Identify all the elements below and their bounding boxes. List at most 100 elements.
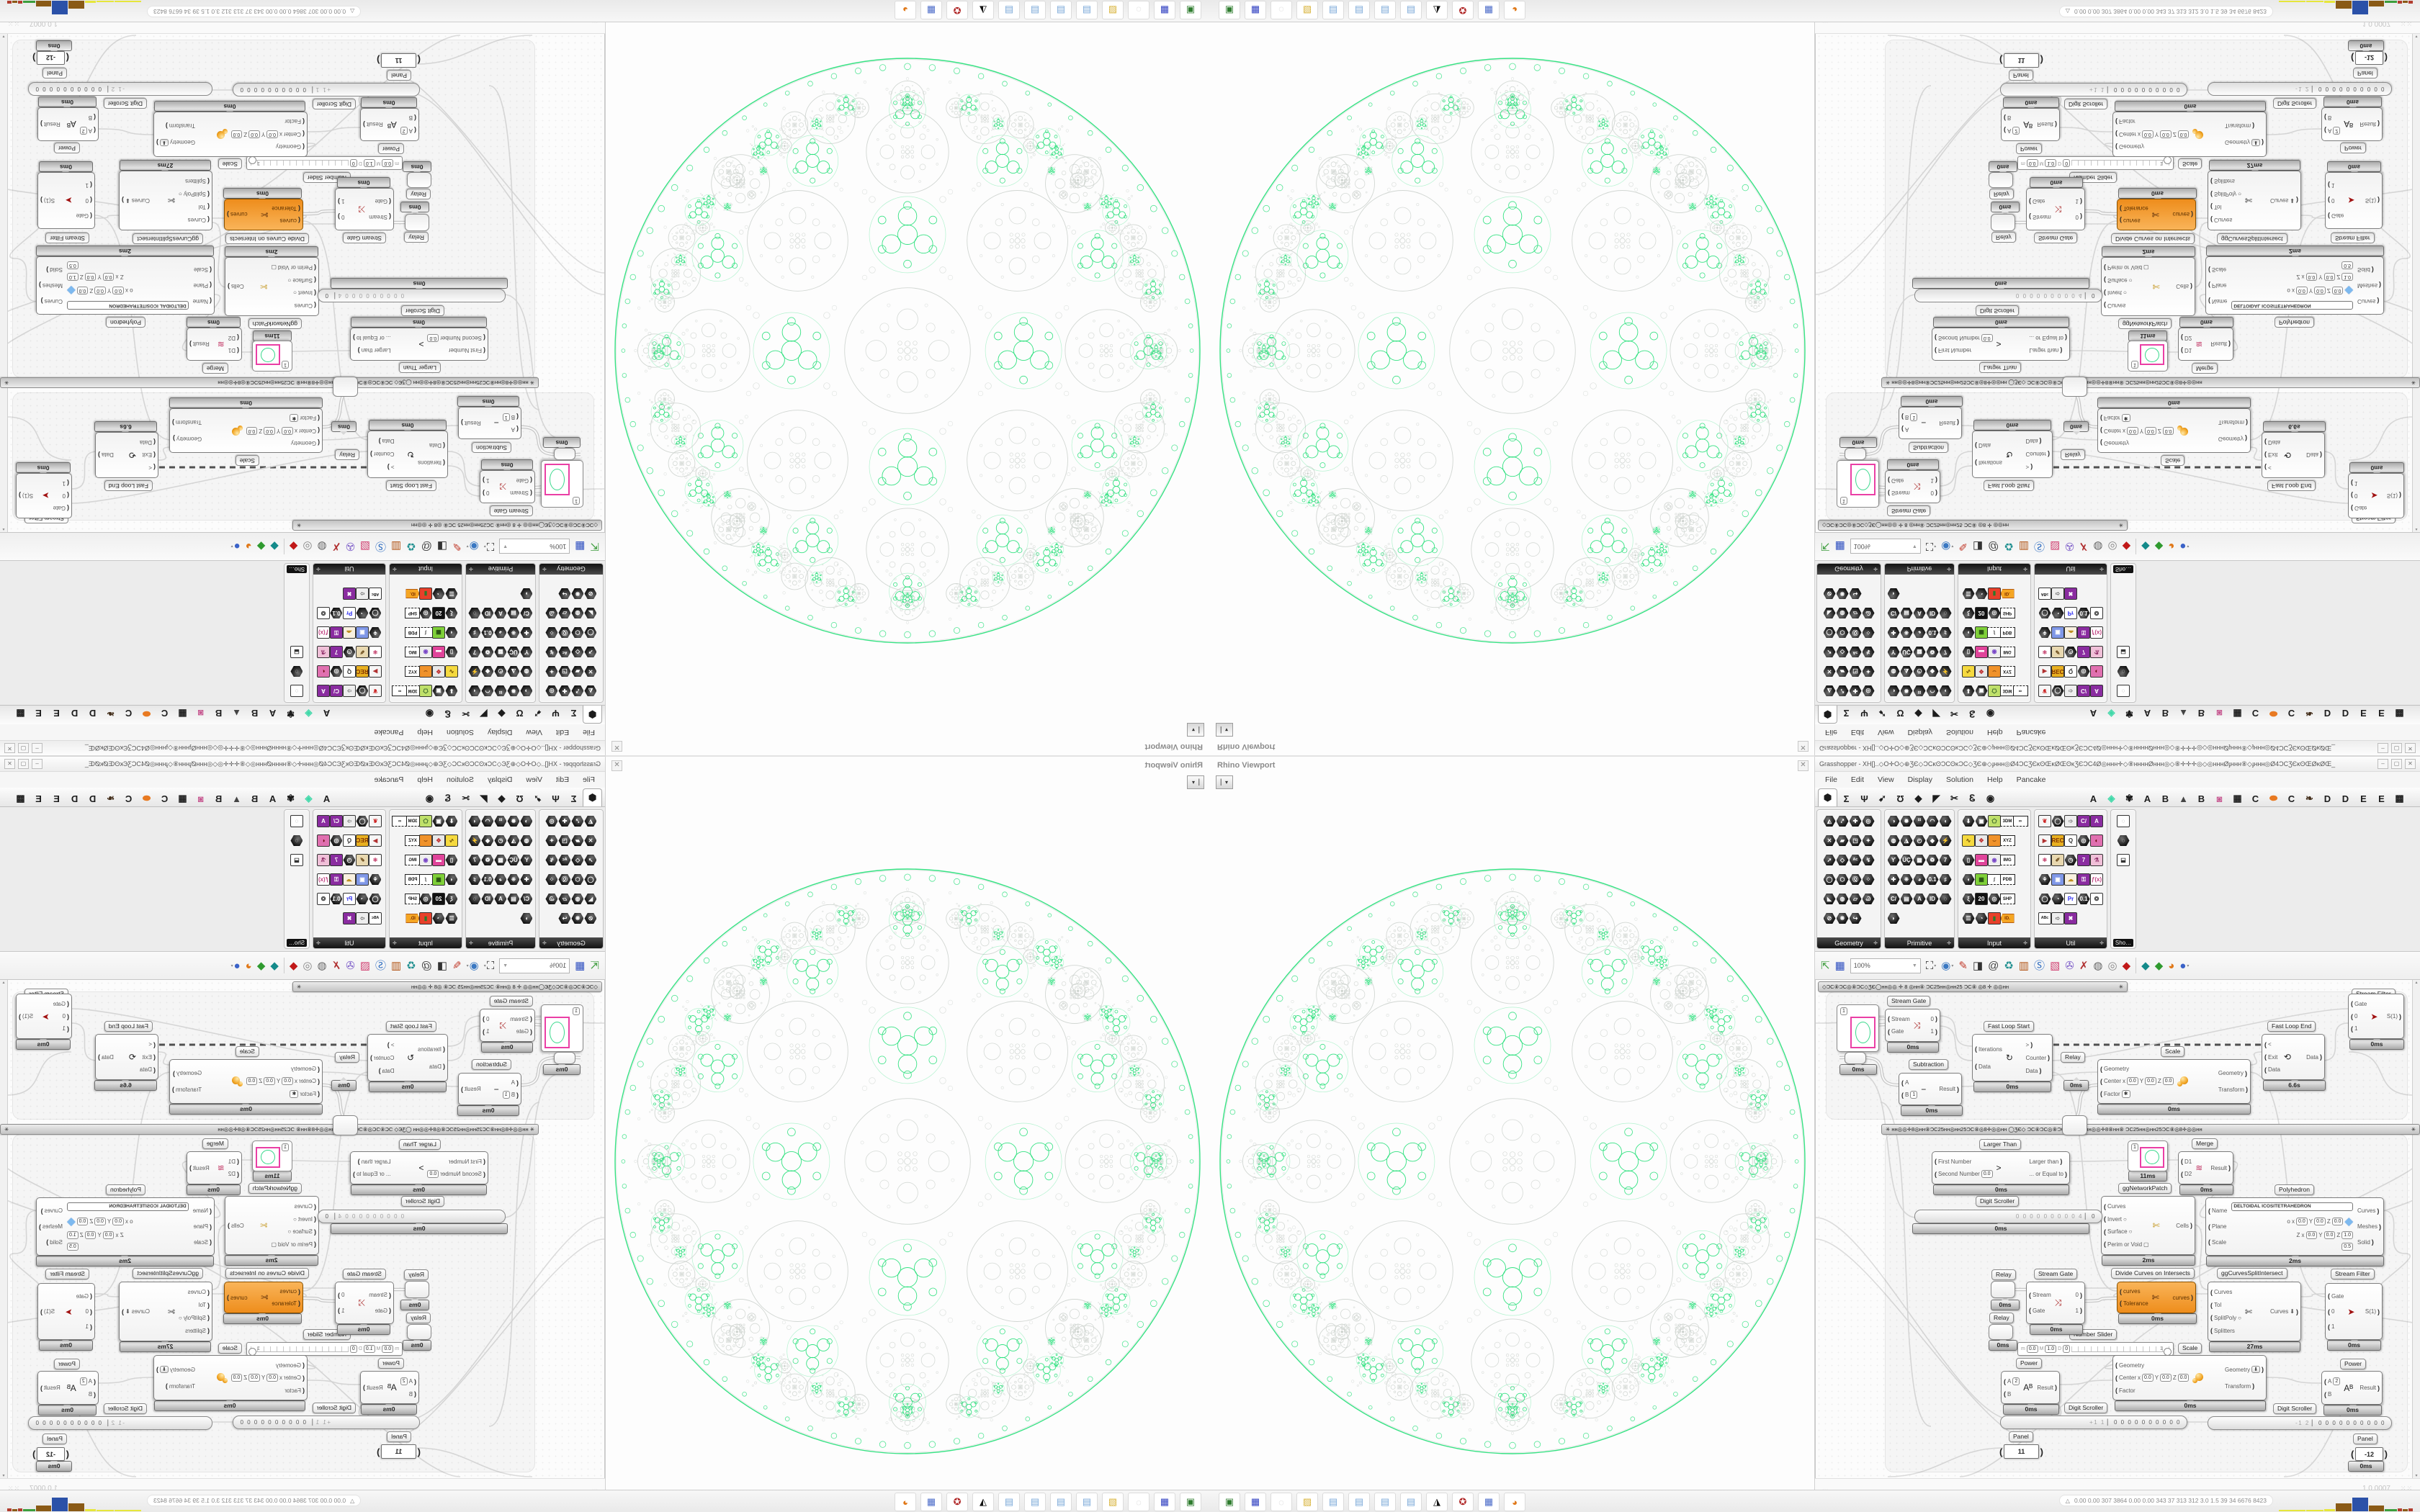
component-icon[interactable]: ◉: [1988, 850, 2001, 870]
component-icon[interactable]: ➪: [2051, 584, 2064, 603]
gha-assembly-icon[interactable]: ♻: [406, 959, 416, 972]
component-icon[interactable]: ▣: [356, 870, 369, 889]
simplify-icon[interactable]: ⬇: [2251, 1366, 2260, 1373]
center-z-value[interactable]: 0.0: [230, 130, 243, 138]
gh-component-fast-loop-start[interactable]: (Iterations(Data ↻ >) Counter) Data): [1972, 431, 2053, 478]
component-icon[interactable]: PDB: [1999, 870, 2015, 889]
menu-item-display[interactable]: Display: [1907, 728, 1933, 737]
input-grip[interactable]: (: [318, 415, 320, 422]
palette-expand-icon[interactable]: ✛: [542, 940, 547, 946]
input-grip[interactable]: (: [2328, 1292, 2330, 1300]
tab-plugin-shield[interactable]: ◙: [197, 793, 204, 804]
input-grip[interactable]: (: [1935, 347, 1937, 354]
gh-component-merge[interactable]: (D1(D2 ≋ Result): [2178, 328, 2233, 361]
balloon-icon[interactable]: ✇: [2065, 959, 2074, 972]
output-grip[interactable]: ): [40, 1308, 42, 1315]
menu-item-view[interactable]: View: [526, 775, 542, 784]
tab-surface[interactable]: ◆: [498, 708, 506, 719]
gh-component-curves-split[interactable]: (Curves(Tol(SplitPoly ○(Splitters ✄ Curves ⬇…: [119, 171, 212, 230]
output-grip[interactable]: ): [338, 197, 340, 205]
component-icon[interactable]: ✦: [545, 662, 558, 681]
component-icon[interactable]: ◖: [445, 623, 458, 642]
component-icon[interactable]: ◕: [494, 623, 507, 642]
input-grip[interactable]: (: [1901, 1079, 1904, 1086]
gh-component-fast-loop-end[interactable]: (<(Exit(Data ⟲ Data): [2262, 1034, 2325, 1080]
input-grip[interactable]: (: [483, 1170, 485, 1178]
input-grip[interactable]: (: [2264, 1053, 2267, 1061]
node-label-panel[interactable]: Panel: [42, 1434, 67, 1444]
component-icon[interactable]: ◎: [545, 681, 558, 701]
node-label-stream-filter[interactable]: Stream Filter: [2331, 233, 2375, 243]
component-icon[interactable]: ◔: [356, 603, 369, 623]
component-icon[interactable]: ↪: [558, 584, 571, 603]
tab-plugin-grid2[interactable]: ▩: [2395, 708, 2404, 719]
input-grip[interactable]: (: [2264, 451, 2267, 459]
node-label-stream-filter[interactable]: Stream Filter: [45, 1269, 89, 1279]
source-count-value[interactable]: 1: [573, 1007, 580, 1015]
component-icon[interactable]: IMG: [405, 850, 421, 870]
input-grip[interactable]: (: [2104, 276, 2106, 284]
slider-max-value[interactable]: 1.0: [363, 1345, 375, 1353]
tab-plugin-e1[interactable]: E: [2360, 793, 2367, 804]
center-y-value[interactable]: 0.0: [2160, 130, 2172, 138]
component-icon[interactable]: ◎: [330, 662, 343, 681]
component-icon[interactable]: ᴬᴮᶜ: [2038, 584, 2051, 603]
output-grip[interactable]: ): [2060, 346, 2063, 354]
gh-component-divide-curves-on-intersects[interactable]: (Curves(Invert ○(Surface ○(Perim or Void ▢ ✄…: [2101, 1196, 2195, 1255]
component-icon[interactable]: ▦: [1975, 623, 1988, 642]
node-label-digit-scroller[interactable]: Digit Scroller: [312, 1403, 356, 1413]
input-grip[interactable]: (: [414, 1377, 416, 1385]
gh-component-gg-curves-split-intersect-selected[interactable]: (curves(Tolerance ✄ curves): [2117, 199, 2196, 230]
component-icon[interactable]: ◣: [1823, 889, 1836, 909]
component-icon[interactable]: ⚡: [468, 831, 481, 850]
component-icon[interactable]: ◯: [369, 889, 382, 909]
component-icon[interactable]: ◔: [1975, 909, 1988, 928]
gem-red-icon[interactable]: ◆: [2122, 959, 2131, 972]
component-icon[interactable]: ⤤: [571, 811, 584, 831]
output-grip[interactable]: ): [19, 1012, 21, 1020]
node-label-larger-than[interactable]: Larger Than: [1979, 1139, 2022, 1150]
output-grip[interactable]: ): [2379, 282, 2381, 289]
gh-number-slider[interactable]: m 0.0 M 1.0 D 0 1: [246, 1342, 403, 1356]
component-icon[interactable]: ◑: [520, 681, 533, 701]
component-icon[interactable]: ◇: [571, 850, 584, 870]
menu-item-pancake[interactable]: Pancake: [374, 728, 404, 737]
component-icon[interactable]: ⤤: [1836, 811, 1849, 831]
param-option-icon[interactable]: ○: [2123, 289, 2127, 297]
node-label-subtraction[interactable]: Subtraction: [1909, 442, 1948, 453]
tab-params[interactable]: ⬢: [1818, 706, 1837, 724]
preview-eye-icon[interactable]: ◉: [467, 960, 479, 972]
gh-component-fast-loop-end[interactable]: (<(Exit(Data ⟲ Data): [95, 432, 158, 478]
node-label-merge[interactable]: Merge: [202, 1138, 228, 1149]
output-grip[interactable]: ): [2065, 334, 2067, 342]
rings-icon[interactable]: ◎: [302, 540, 313, 553]
gh-digit-scroller-3[interactable]: -1 2 ▏ 0 0 0 0 0 0 0 0 0 0: [2208, 82, 2392, 96]
input-grip[interactable]: (: [302, 118, 305, 125]
input-grip[interactable]: (: [2264, 464, 2267, 472]
node-label-divide-curves-on-intersects[interactable]: Divide Curves on Intersects: [2111, 233, 2195, 244]
component-icon[interactable]: ▱: [558, 603, 571, 623]
component-icon[interactable]: ◌: [1939, 603, 1952, 623]
gh-panel-minus12[interactable]: -12: [37, 1447, 65, 1461]
node-label-scale[interactable]: Scale: [2161, 455, 2185, 466]
param-option-icon[interactable]: ○: [179, 1314, 182, 1321]
component-icon[interactable]: ⚛: [369, 850, 382, 870]
component-icon[interactable]: ◣: [584, 889, 597, 909]
plane-z[interactable]: 1.0: [2341, 273, 2353, 281]
component-icon[interactable]: ◯: [2051, 811, 2064, 831]
component-icon[interactable]: Pr: [343, 603, 356, 623]
poly-scale-value[interactable]: 0.5: [67, 1243, 79, 1251]
gh-component-merge[interactable]: (D1(D2 ≋ Result): [2178, 1151, 2233, 1184]
input-grip[interactable]: (: [2208, 266, 2210, 274]
input-grip[interactable]: (: [414, 127, 416, 135]
close-button[interactable]: ✕: [4, 743, 15, 753]
component-icon[interactable]: ⁘: [545, 870, 558, 889]
component-icon[interactable]: ⚿: [330, 623, 343, 642]
app-floppy-icon[interactable]: ▦: [1245, 1, 1266, 19]
palette-title-primitive[interactable]: Primitive ✛: [466, 937, 535, 948]
param-option-icon[interactable]: ○: [179, 191, 182, 198]
gh-relay-node[interactable]: [405, 214, 429, 231]
component-icon[interactable]: 0.1: [481, 870, 494, 889]
component-icon[interactable]: ▬: [1975, 850, 1988, 870]
tab-plugin-d2[interactable]: D: [71, 793, 79, 804]
